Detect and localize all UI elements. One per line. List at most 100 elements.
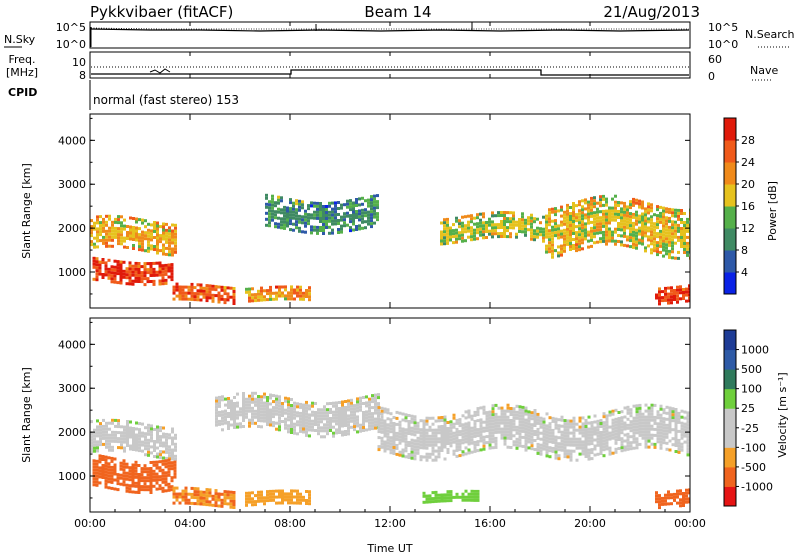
heatmap-cell [254, 415, 257, 419]
heatmap-cell [272, 406, 275, 410]
heatmap-cell [220, 288, 224, 292]
heatmap-cell [662, 215, 665, 219]
heatmap-cell [575, 234, 578, 238]
heatmap-cell [313, 204, 316, 208]
heatmap-cell [135, 439, 138, 443]
heatmap-cell [548, 455, 552, 459]
heatmap-cell [401, 454, 405, 458]
heatmap-cell [653, 225, 656, 229]
heatmap-cell [665, 435, 669, 439]
heatmap-cell [626, 411, 630, 415]
heatmap-cell [494, 412, 498, 416]
heatmap-cell [214, 492, 218, 496]
heatmap-cell [389, 442, 393, 446]
heatmap-cell [165, 444, 168, 448]
heatmap-cell [260, 499, 263, 503]
heatmap-cell [260, 496, 263, 500]
heatmap-cell [111, 232, 114, 236]
heatmap-cell [395, 443, 399, 447]
heatmap-cell [304, 215, 307, 219]
heatmap-cell [93, 227, 96, 231]
heatmap-cell [452, 416, 456, 420]
heatmap-cell [467, 220, 470, 224]
heatmap-cell [302, 421, 305, 425]
heatmap-cell [377, 393, 380, 397]
heatmap-cell [614, 200, 617, 204]
heatmap-cell [122, 468, 126, 472]
heatmap-cell [181, 294, 185, 298]
heatmap-cell [656, 413, 660, 417]
heatmap-cell [287, 412, 290, 416]
heatmap-cell [293, 297, 296, 301]
heatmap-cell [236, 425, 239, 429]
heatmap-cell [155, 478, 159, 482]
heatmap-cell [117, 425, 120, 429]
heatmap-cell [572, 419, 576, 423]
heatmap-cell [128, 472, 132, 476]
heatmap-cell [278, 501, 281, 505]
heatmap-cell [220, 285, 224, 289]
heatmap-cell [659, 238, 662, 242]
heatmap-cell [656, 223, 659, 227]
heatmap-cell [140, 488, 144, 492]
heatmap-cell [431, 452, 435, 456]
heatmap-cell [422, 422, 426, 426]
heatmap-cell [685, 491, 688, 495]
heatmap-cell [90, 435, 93, 439]
heatmap-cell [644, 213, 647, 217]
heatmap-cell [232, 506, 236, 509]
heatmap-cell [331, 222, 334, 226]
heatmap-cell [153, 446, 156, 449]
heatmap-cell [407, 414, 411, 417]
heatmap-cell [96, 419, 99, 423]
heatmap-cell [434, 490, 438, 494]
heatmap-cell [125, 489, 129, 493]
heatmap-cell [476, 228, 479, 232]
heatmap-cell [305, 490, 308, 493]
heatmap-cell [134, 267, 138, 271]
heatmap-cell [370, 225, 373, 229]
colorbar-tick-label: 20 [741, 178, 755, 191]
heatmap-cell [328, 219, 331, 223]
heatmap-cell [266, 292, 269, 296]
heatmap-cell [485, 414, 489, 418]
heatmap-cell [467, 492, 471, 496]
heatmap-cell [125, 270, 129, 274]
heatmap-cell [488, 223, 491, 227]
heatmap-cell [632, 245, 635, 249]
heatmap-cell [107, 456, 111, 460]
heatmap-cell [659, 250, 662, 254]
heatmap-cell [494, 421, 498, 425]
heatmap-cell [289, 216, 292, 220]
heatmap-cell [548, 446, 552, 450]
heatmap-cell [116, 269, 120, 273]
heatmap-cell [119, 266, 123, 270]
heatmap-cell [120, 446, 123, 450]
heatmap-cell [377, 414, 380, 418]
heatmap-cell [126, 423, 129, 426]
heatmap-cell [187, 501, 191, 505]
heatmap-cell [224, 415, 227, 419]
heatmap-cell [458, 439, 462, 443]
heatmap-cell [269, 411, 272, 415]
heatmap-cell [123, 437, 126, 441]
heatmap-cell [257, 490, 260, 494]
heatmap-cell [144, 447, 147, 451]
heatmap-cell [584, 198, 587, 202]
power-heatmap [90, 193, 690, 306]
heatmap-cell [479, 436, 483, 440]
heatmap-cell [156, 248, 159, 252]
heatmap-cell [335, 410, 338, 414]
heatmap-cell [686, 217, 689, 221]
heatmap-cell [491, 229, 494, 233]
heatmap-cell [545, 430, 549, 434]
heatmap-cell [673, 292, 676, 295]
heatmap-cell [539, 419, 543, 423]
heatmap-cell [144, 249, 147, 253]
heatmap-cell [116, 482, 120, 486]
heatmap-cell [162, 225, 165, 229]
heatmap-cell [254, 391, 257, 395]
heatmap-cell [536, 451, 540, 455]
heatmap-cell [392, 449, 396, 452]
